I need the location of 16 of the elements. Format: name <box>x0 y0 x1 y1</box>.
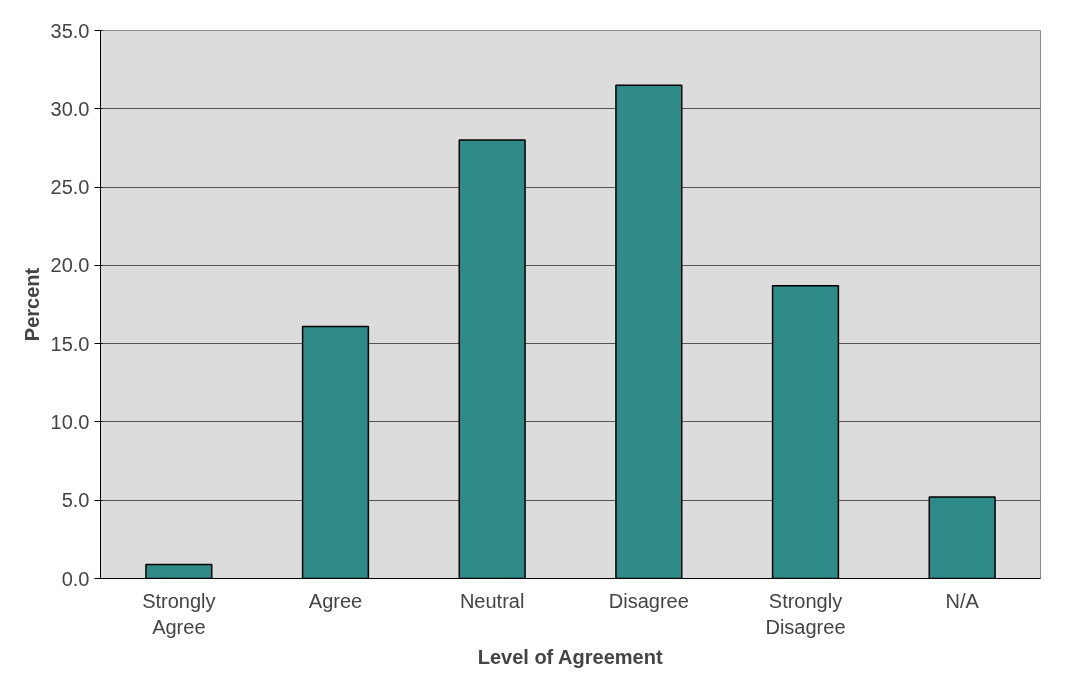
y-tick-label: 10.0 <box>50 410 90 433</box>
y-tick-label: 15.0 <box>50 332 90 355</box>
x-tick-label: Strongly Disagree <box>765 589 846 638</box>
y-tick-label: 30.0 <box>50 97 90 120</box>
y-tick-label: 5.0 <box>61 489 90 512</box>
x-tick-label: Strongly Agree <box>142 589 216 638</box>
x-axis-title: Level of Agreement <box>477 645 663 668</box>
x-tick-label: N/A <box>945 589 980 612</box>
y-tick-label: 25.0 <box>50 176 90 199</box>
y-axis-title: Percent <box>20 267 43 342</box>
y-tick-label: 20.0 <box>50 254 90 277</box>
x-tick-label: Disagree <box>608 589 689 612</box>
x-tick-label: Agree <box>308 589 363 612</box>
y-tick-label: 35.0 <box>50 19 90 42</box>
y-tick-label: 0.0 <box>61 567 90 590</box>
x-tick-label: Neutral <box>459 589 525 612</box>
